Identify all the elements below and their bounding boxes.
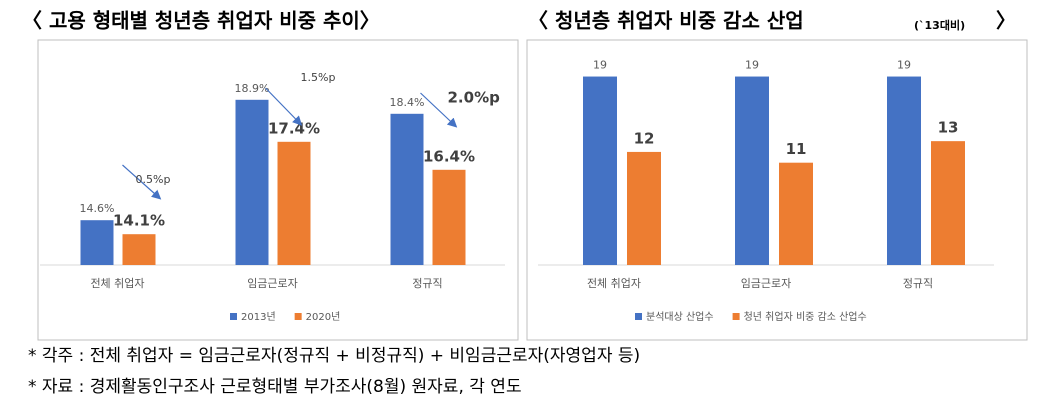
annotation-arrow: [420, 92, 458, 128]
legend-swatch: [635, 313, 642, 320]
value-label: 17.4%: [268, 119, 320, 137]
annotation: 1.5%p: [301, 71, 336, 84]
bar: [583, 76, 617, 266]
bar: [627, 151, 661, 265]
x-tick-label: 임금근로자: [247, 277, 298, 290]
value-label: 14.6%: [80, 202, 115, 215]
bar: [390, 113, 424, 265]
bar: [779, 162, 813, 265]
x-tick-label: 정규직: [412, 277, 442, 290]
annotation-arrow: [265, 87, 303, 126]
bar: [277, 141, 311, 265]
annotation: 0.5%p: [136, 173, 171, 186]
value-label: 19: [593, 59, 607, 72]
value-label: 14.1%: [113, 212, 165, 230]
value-label: 13: [938, 119, 959, 137]
legend-label: 2020년: [306, 311, 341, 323]
value-label: 18.4%: [390, 96, 425, 109]
title-end: 〉: [996, 9, 1016, 33]
annotation: 2.0%p: [448, 89, 501, 107]
bar: [80, 220, 114, 265]
value-label: 19: [745, 59, 759, 72]
note: * 각주 : 전체 취업자 = 임금근로자(정규직 + 비정규직) + 비임금근…: [28, 346, 640, 366]
bar: [235, 99, 269, 265]
legend-label: 분석대상 산업수: [646, 310, 714, 323]
value-label: 11: [786, 140, 807, 158]
title-note: (`13대비): [914, 18, 965, 32]
value-label: 18.9%: [235, 82, 270, 95]
bar: [432, 169, 466, 265]
value-label: 19: [897, 59, 911, 72]
legend-label: 청년 취업자 비중 감소 산업수: [744, 310, 867, 323]
x-tick-label: 정규직: [903, 277, 933, 290]
bar: [735, 76, 769, 266]
chart-title: 〈 청년층 취업자 비중 감소 산업: [528, 9, 804, 33]
legend-label: 2013년: [241, 311, 276, 323]
x-tick-label: 전체 취업자: [587, 277, 641, 290]
legend-swatch: [294, 313, 302, 320]
legend-swatch: [732, 313, 740, 320]
value-label: 16.4%: [423, 147, 475, 165]
x-tick-label: 임금근로자: [741, 277, 792, 290]
chart-title: 〈 고용 형태별 청년층 취업자 비중 추이〉: [22, 9, 380, 33]
x-tick-label: 전체 취업자: [90, 277, 144, 290]
bar: [931, 141, 965, 265]
note: * 자료 : 경제활동인구조사 근로형태별 부가조사(8월) 원자료, 각 연도: [28, 377, 522, 397]
value-label: 12: [634, 129, 655, 147]
bar: [887, 76, 921, 266]
annotation-arrow: [122, 164, 162, 200]
legend-swatch: [230, 313, 237, 320]
bar: [122, 234, 156, 265]
